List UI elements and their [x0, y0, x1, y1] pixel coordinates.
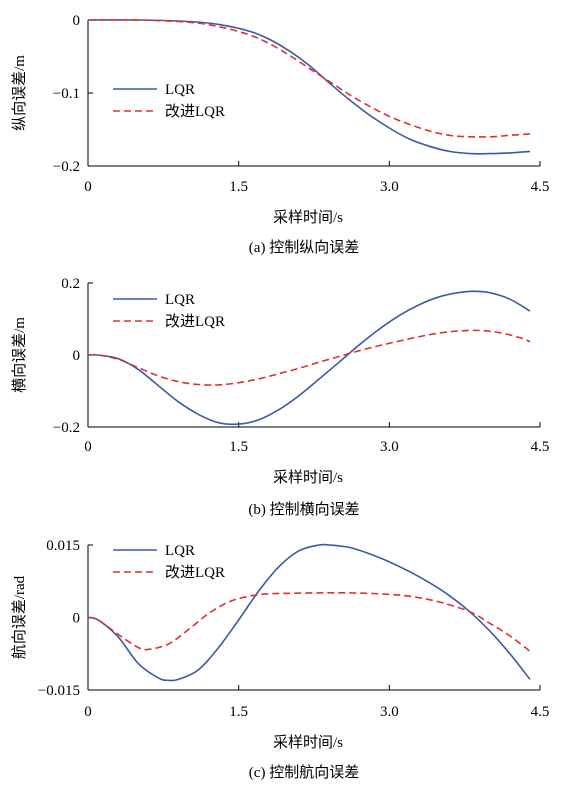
- x-tick-label: 4.5: [531, 439, 550, 455]
- y-tick-label: 0: [73, 611, 81, 627]
- chart-panel-1: 0 1.5 3.0 4.5 0 −0.1 −0.2 采样时间/s 纵向误差/m LQR 改进LQR (…: [11, 13, 549, 256]
- series-line-lqr: [87, 290, 531, 426]
- series-line-improved-lqr: [87, 329, 531, 386]
- legend: LQR 改进LQR: [113, 543, 225, 581]
- x-tick-label: 3.0: [380, 704, 399, 720]
- x-tick-label: 4.5: [531, 704, 550, 720]
- x-tick-label: 1.5: [229, 439, 248, 455]
- y-axis-title: 横向误差/m: [11, 317, 28, 393]
- legend-label: LQR: [165, 292, 195, 308]
- series-line-improved-lqr: [87, 591, 531, 652]
- legend: LQR 改进LQR: [113, 82, 225, 120]
- x-tick-label: 3.0: [380, 179, 399, 195]
- y-tick-label: 0.015: [46, 538, 80, 554]
- figure-caption: (c) 控制航向误差: [249, 764, 359, 781]
- chart-panel-3: 0 1.5 3.0 4.50.0150−0.015采样时间/s航向误差/radLQR改…: [11, 538, 549, 781]
- x-axis-title: 采样时间/s: [273, 734, 343, 751]
- y-tick-label: −0.1: [53, 86, 80, 102]
- y-tick-label: 0: [73, 348, 81, 364]
- y-tick-label: 0: [73, 13, 81, 29]
- legend-label: 改进LQR: [165, 564, 225, 581]
- x-axis-title: 采样时间/s: [273, 469, 343, 486]
- chart-panel-2: 0 1.5 3.0 4.50.20−0.2采样时间/s横向误差/mLQR改进LQR(b…: [11, 276, 549, 518]
- x-tick-label: 3.0: [380, 439, 399, 455]
- y-tick-label: −0.2: [53, 420, 80, 436]
- figure-caption: (a) 控制纵向误差: [249, 239, 359, 256]
- legend-label: LQR: [165, 82, 195, 98]
- y-tick-label: 0.2: [61, 276, 80, 292]
- y-tick-label: −0.015: [38, 683, 80, 699]
- figure-caption: (b) 控制横向误差: [248, 501, 359, 518]
- x-tick-label: 0: [84, 704, 92, 720]
- x-tick-label: 0: [84, 179, 92, 195]
- x-axis-title: 采样时间/s: [273, 209, 343, 226]
- y-axis-title: 航向误差/rad: [11, 575, 28, 659]
- x-tick-label: 0: [84, 439, 92, 455]
- series-line-lqr: [87, 543, 531, 682]
- legend-label: 改进LQR: [165, 103, 225, 120]
- series-line-lqr: [87, 19, 531, 155]
- legend: LQR 改进LQR: [113, 292, 225, 330]
- x-tick-label: 4.5: [531, 179, 550, 195]
- series-line-improved-lqr: [87, 19, 531, 138]
- legend-label: 改进LQR: [165, 313, 225, 330]
- x-tick-label: 1.5: [229, 704, 248, 720]
- legend-label: LQR: [165, 543, 195, 559]
- y-tick-label: −0.2: [53, 159, 80, 175]
- y-axis-title: 纵向误差/m: [11, 55, 28, 131]
- x-tick-label: 1.5: [229, 179, 248, 195]
